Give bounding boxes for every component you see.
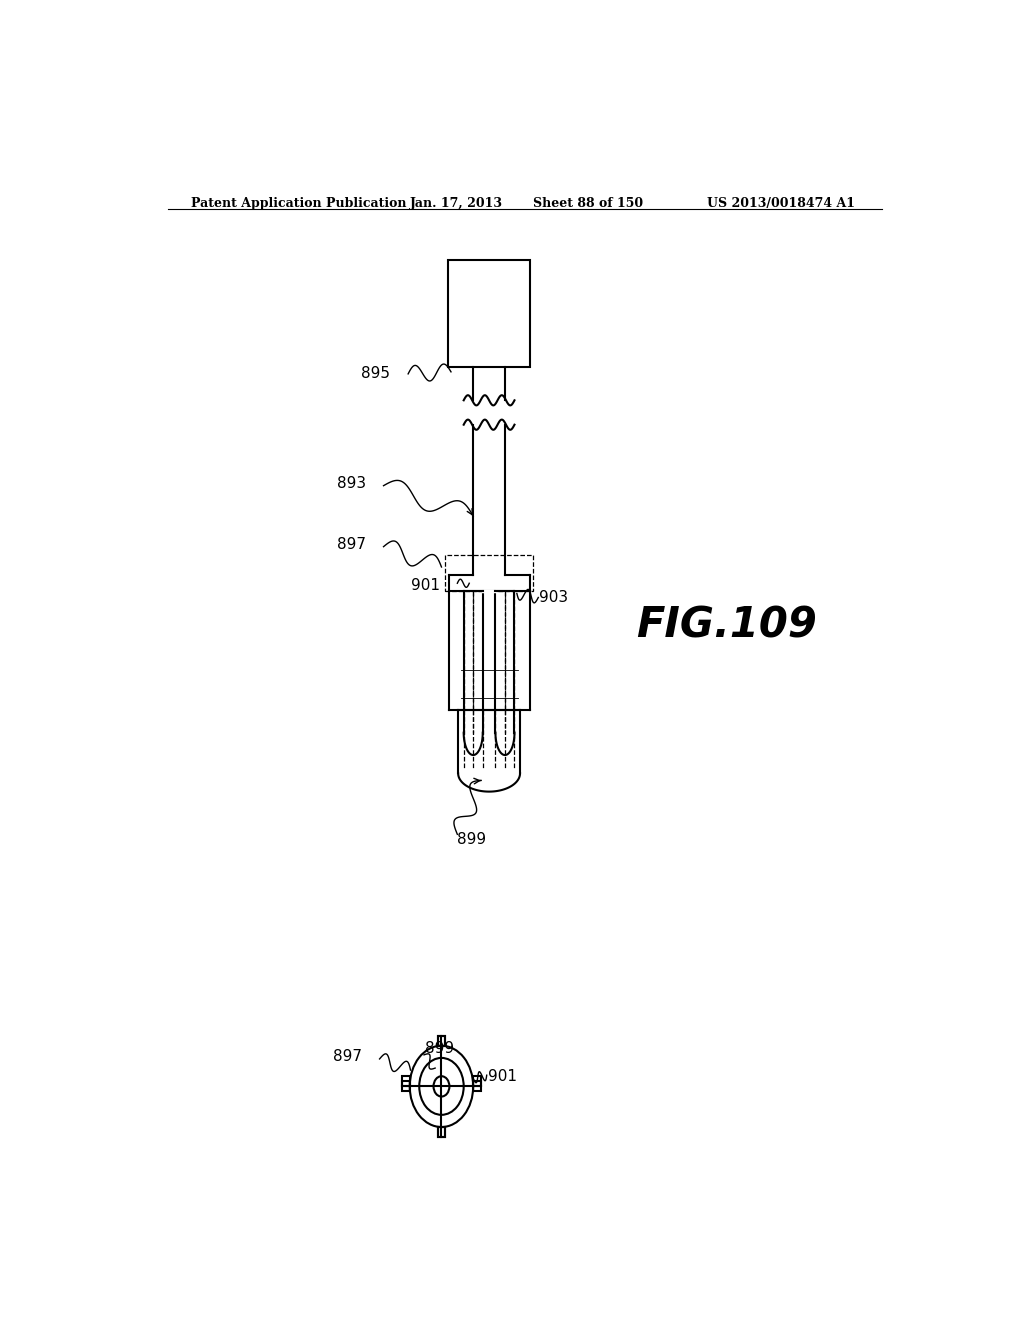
- Bar: [445, 554, 532, 591]
- Text: 897: 897: [337, 537, 367, 552]
- Bar: [473, 1076, 481, 1086]
- Bar: [437, 1127, 445, 1138]
- Text: 901: 901: [411, 578, 440, 593]
- Bar: [437, 1127, 445, 1138]
- Text: 897: 897: [333, 1049, 362, 1064]
- Text: Patent Application Publication: Patent Application Publication: [191, 197, 407, 210]
- Text: 899: 899: [458, 832, 486, 847]
- Bar: [447, 260, 530, 367]
- Text: Jan. 17, 2013: Jan. 17, 2013: [410, 197, 503, 210]
- Text: 899: 899: [425, 1041, 454, 1056]
- Text: Sheet 88 of 150: Sheet 88 of 150: [532, 197, 643, 210]
- Text: 903: 903: [539, 590, 568, 605]
- Text: 893: 893: [337, 477, 367, 491]
- Bar: [437, 1036, 445, 1045]
- Bar: [401, 1081, 410, 1092]
- Bar: [437, 1036, 445, 1045]
- Text: FIG.109: FIG.109: [636, 605, 817, 647]
- Bar: [473, 1081, 481, 1092]
- Text: 901: 901: [487, 1069, 516, 1084]
- Text: US 2013/0018474 A1: US 2013/0018474 A1: [708, 197, 855, 210]
- Bar: [401, 1076, 410, 1086]
- Text: 895: 895: [360, 367, 390, 381]
